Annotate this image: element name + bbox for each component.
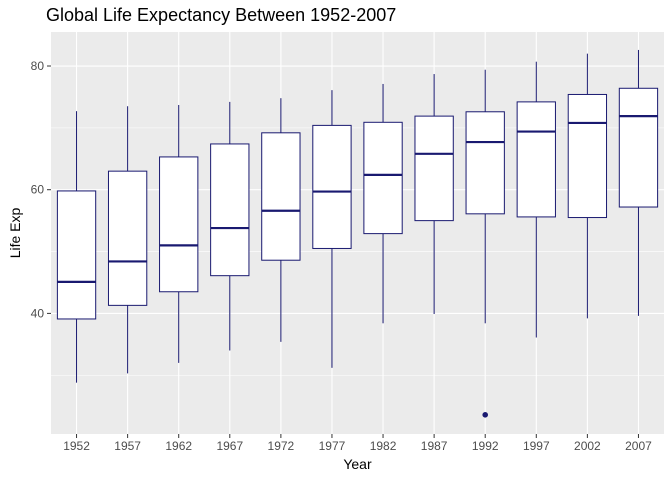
x-axis: 1952 1957 1962 1967 1972 1977 1982 1987 1992 1997… [63,434,652,453]
x-tick-label: 2002 [574,439,601,453]
box-1962 [159,104,199,363]
x-tick-label: 1992 [472,439,499,453]
box-iqr [516,101,556,218]
box-iqr [312,124,352,249]
x-tick-label: 1967 [216,439,243,453]
box-1957 [107,106,148,374]
x-tick-label: 1997 [523,439,550,453]
box-iqr [210,143,250,277]
boxes [56,49,659,418]
chart-title: Global Life Expectancy Between 1952-2007 [46,5,396,25]
x-tick-label: 2007 [625,439,652,453]
x-axis-title: Year [343,456,372,472]
x-tick-label: 1962 [165,439,192,453]
box-iqr [107,170,148,306]
box-iqr [414,115,454,222]
y-axis-title: Life Exp [7,207,23,258]
box-iqr [363,121,403,235]
box-2007 [618,49,659,316]
x-tick-label: 1972 [268,439,295,453]
y-tick-label: 80 [31,59,45,73]
box-1997 [516,61,556,338]
box-iqr [618,87,659,208]
box-iqr [159,156,199,293]
y-tick-label: 60 [31,183,45,197]
x-tick-label: 1952 [63,439,90,453]
box-1952 [56,111,97,383]
box-1967 [210,101,250,351]
box-iqr [465,111,505,215]
x-tick-label: 1987 [421,439,448,453]
x-tick-label: 1982 [370,439,397,453]
box-1982 [363,83,403,324]
x-tick-label: 1977 [319,439,346,453]
box-iqr [56,190,97,320]
box-1987 [414,74,454,315]
box-1992 [465,69,505,418]
outlier-point [482,412,489,418]
box-1972 [261,98,301,342]
x-tick-label: 1957 [114,439,141,453]
box-2002 [567,53,608,319]
plot-panel [51,32,664,434]
box-iqr [261,132,301,261]
box-1977 [312,90,352,368]
grid-minor [51,127,664,376]
box-iqr [567,93,608,219]
y-tick-label: 40 [31,306,45,320]
y-axis: 40 60 80 [31,59,51,320]
